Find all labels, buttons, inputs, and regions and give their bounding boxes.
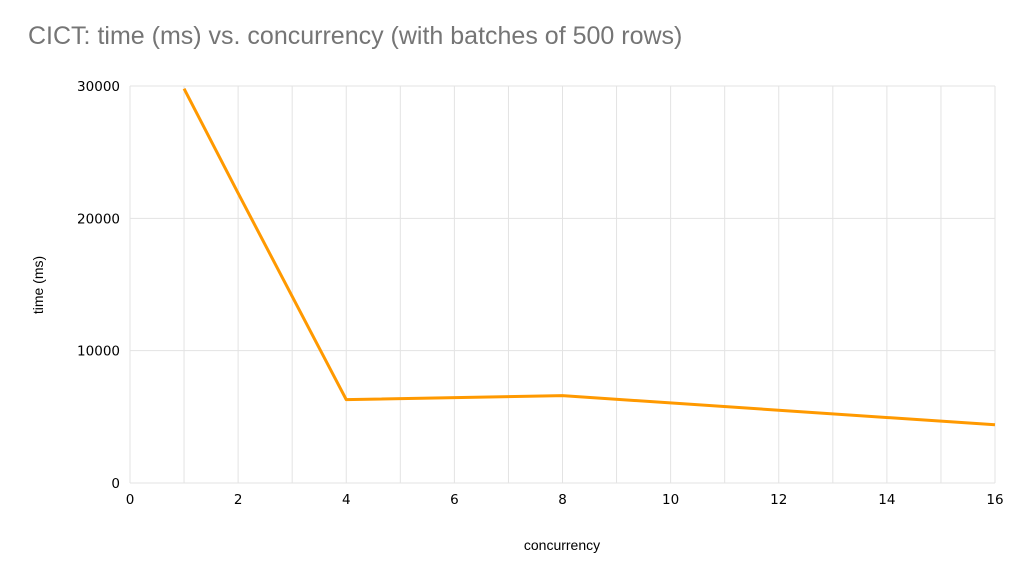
chart-title: CICT: time (ms) vs. concurrency (with ba… (28, 22, 683, 50)
y-tick-label: 30000 (77, 79, 120, 95)
x-tick-label: 2 (234, 492, 243, 508)
x-tick-label: 12 (770, 492, 787, 508)
x-tick-label: 10 (662, 492, 679, 508)
y-tick-label: 20000 (77, 211, 120, 227)
x-tick-label: 6 (450, 492, 459, 508)
x-axis-label: concurrency (523, 537, 601, 553)
x-tick-label: 0 (126, 492, 135, 508)
x-tick-label: 4 (342, 492, 351, 508)
x-tick-label: 14 (878, 492, 895, 508)
y-tick-label: 0 (111, 476, 120, 492)
y-tick-label: 10000 (77, 344, 120, 360)
x-tick-label: 16 (986, 492, 1003, 508)
series-line (182, 87, 996, 427)
x-tick-label: 8 (558, 492, 567, 508)
